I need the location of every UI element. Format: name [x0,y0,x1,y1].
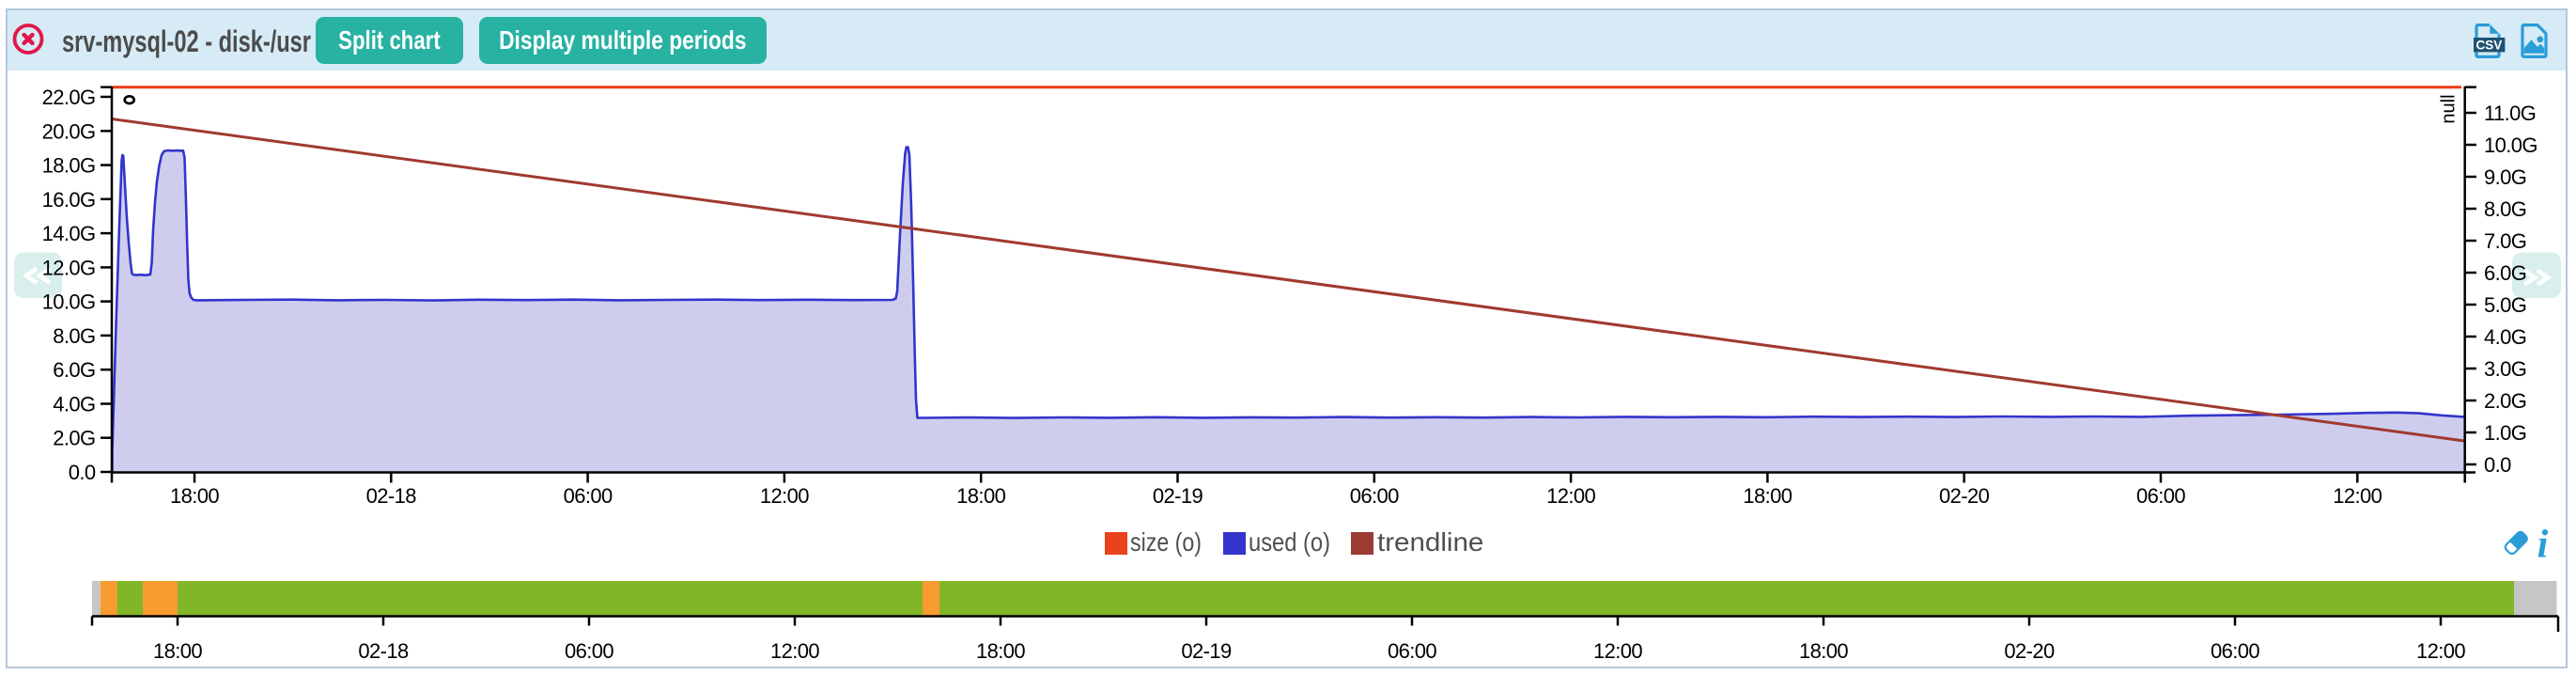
svg-text:18:00: 18:00 [153,639,202,663]
svg-text:CSV: CSV [2476,38,2503,52]
svg-text:12.0G: 12.0G [42,256,96,279]
svg-text:06:00: 06:00 [564,484,613,508]
svg-text:18:00: 18:00 [170,484,219,508]
svg-text:2.0G: 2.0G [53,427,95,450]
svg-text:02-20: 02-20 [1939,484,1990,508]
svg-text:18:00: 18:00 [956,484,1005,508]
svg-text:5.0G: 5.0G [2484,293,2526,317]
svg-text:0.0: 0.0 [69,461,96,484]
svg-text:4.0G: 4.0G [53,393,95,416]
svg-text:11.0G: 11.0G [2484,102,2536,125]
svg-text:06:00: 06:00 [2136,484,2185,508]
svg-text:8.0G: 8.0G [53,324,95,348]
svg-text:02-18: 02-18 [366,484,417,508]
svg-text:10.0G: 10.0G [2484,133,2537,157]
svg-text:1.0G: 1.0G [2484,421,2526,445]
svg-text:16.0G: 16.0G [42,188,96,212]
svg-text:3.0G: 3.0G [2484,357,2526,381]
svg-text:10.0G: 10.0G [42,290,96,314]
svg-text:06:00: 06:00 [565,639,613,663]
svg-text:12:00: 12:00 [760,484,809,508]
svg-text:12:00: 12:00 [2333,484,2382,508]
svg-text:02-19: 02-19 [1181,639,1232,663]
svg-text:12:00: 12:00 [1546,484,1595,508]
svg-text:null: null [2439,94,2460,123]
svg-text:8.0G: 8.0G [2484,197,2526,221]
svg-text:02-19: 02-19 [1153,484,1203,508]
svg-text:02-20: 02-20 [2004,639,2055,663]
svg-text:7.0G: 7.0G [2484,229,2526,253]
svg-text:6.0G: 6.0G [53,358,95,382]
svg-text:06:00: 06:00 [2211,639,2259,663]
svg-text:9.0G: 9.0G [2484,165,2526,189]
svg-text:2.0G: 2.0G [2484,389,2526,413]
svg-text:20.0G: 20.0G [42,119,96,143]
svg-text:18:00: 18:00 [1799,639,1848,663]
svg-text:4.0G: 4.0G [2484,325,2526,349]
svg-text:12:00: 12:00 [770,639,819,663]
svg-text:02-18: 02-18 [358,639,409,663]
svg-text:18.0G: 18.0G [42,154,96,178]
svg-text:6.0G: 6.0G [2484,261,2526,285]
svg-text:14.0G: 14.0G [42,222,96,245]
svg-text:0.0: 0.0 [2484,453,2511,477]
svg-text:06:00: 06:00 [1388,639,1436,663]
svg-text:22.0G: 22.0G [42,86,96,109]
svg-text:18:00: 18:00 [1743,484,1792,508]
svg-text:18:00: 18:00 [976,639,1025,663]
svg-text:06:00: 06:00 [1350,484,1399,508]
svg-text:12:00: 12:00 [1593,639,1642,663]
svg-text:12:00: 12:00 [2416,639,2465,663]
svg-text:i: i [2537,524,2549,567]
